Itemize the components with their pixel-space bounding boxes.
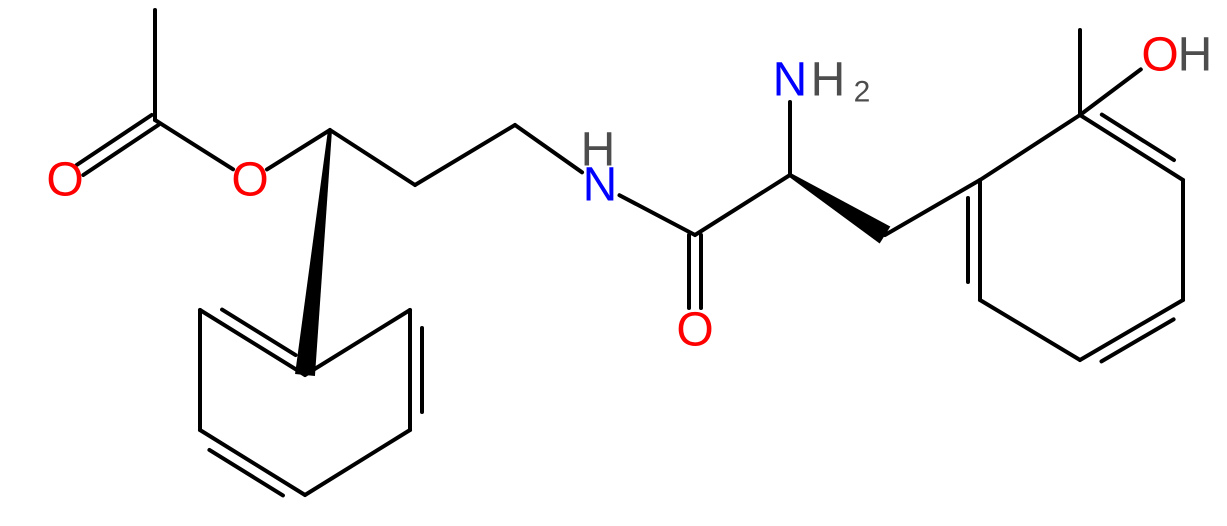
atom-label: N	[773, 54, 808, 107]
bond	[515, 125, 582, 172]
bond	[83, 125, 158, 175]
bond	[77, 115, 152, 165]
atom-label: H	[581, 124, 616, 177]
bond	[980, 300, 1080, 360]
molecule-structure: OONHONH2OH	[0, 0, 1227, 526]
bond	[305, 310, 410, 375]
atom-label: H	[811, 54, 846, 107]
bond	[885, 180, 980, 235]
wedge-bond	[789, 173, 890, 243]
bond	[695, 175, 790, 235]
atom-label: O	[231, 154, 268, 207]
bond	[1080, 69, 1141, 115]
bond	[200, 430, 305, 495]
bond	[305, 430, 410, 495]
wedge-bond	[295, 130, 332, 376]
bond	[267, 130, 330, 169]
bond	[619, 195, 695, 235]
atom-label: H	[1178, 29, 1213, 82]
atom-label: O	[676, 304, 713, 357]
atom-label: O	[46, 154, 83, 207]
bond	[200, 310, 305, 375]
bond	[1080, 300, 1183, 360]
bond	[155, 120, 233, 169]
atom-label: O	[1141, 29, 1178, 82]
bond	[1080, 115, 1183, 180]
bond	[415, 125, 515, 185]
atom-label: 2	[854, 76, 871, 109]
bond	[330, 130, 415, 185]
bond	[980, 115, 1080, 180]
